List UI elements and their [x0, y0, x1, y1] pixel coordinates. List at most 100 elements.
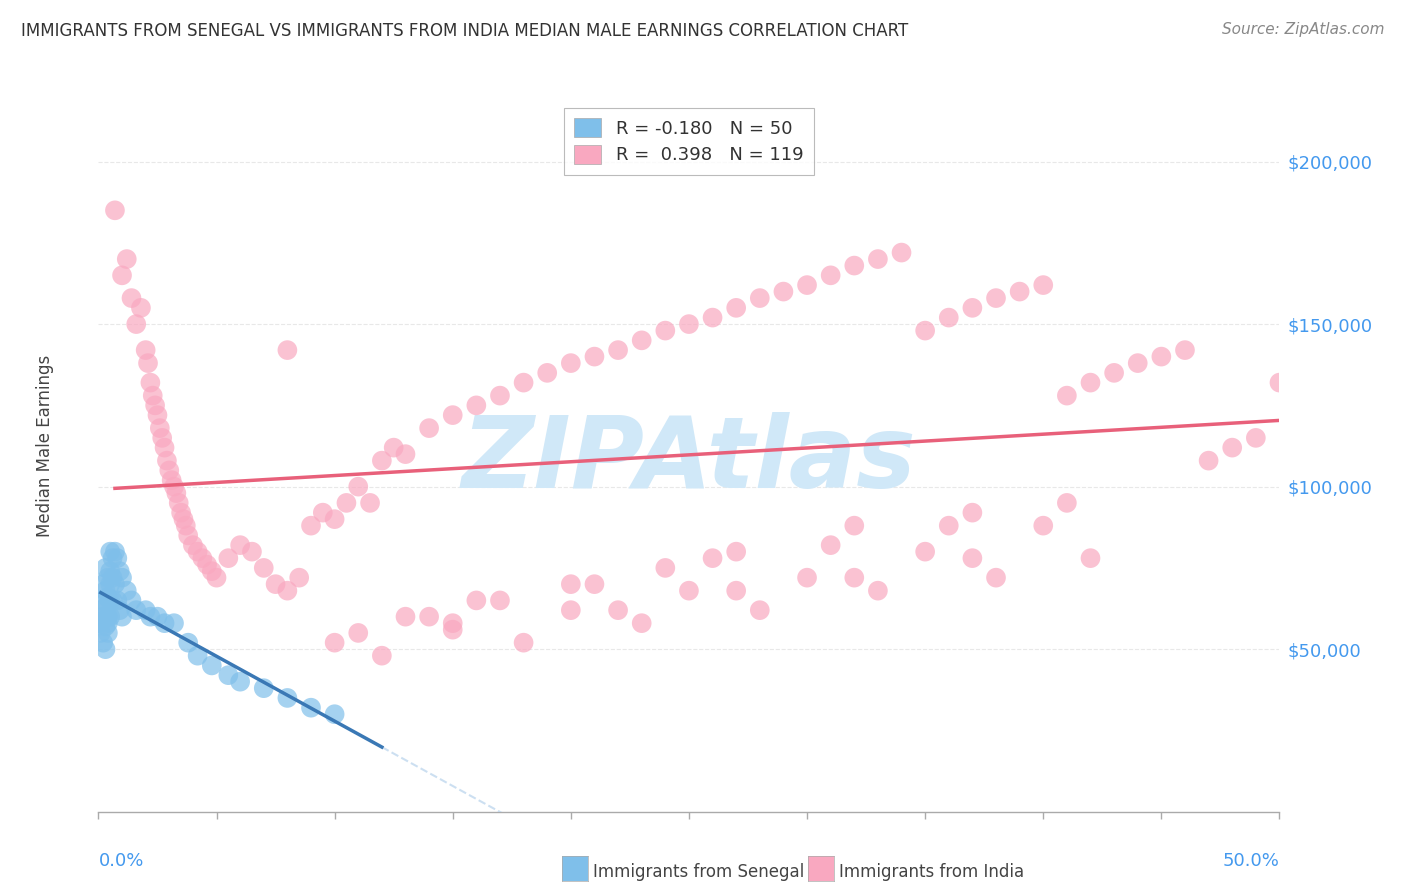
Point — [725, 583, 748, 598]
Point — [1220, 441, 1243, 455]
Point — [142, 389, 165, 403]
Point — [820, 268, 842, 283]
Point — [1198, 453, 1220, 467]
Point — [465, 398, 488, 412]
Point — [914, 544, 936, 558]
Point — [1102, 366, 1125, 380]
Point — [371, 453, 394, 467]
Point — [335, 496, 357, 510]
Point — [418, 609, 440, 624]
Point — [165, 486, 187, 500]
Point — [702, 310, 724, 325]
Point — [91, 593, 114, 607]
Point — [938, 310, 960, 325]
Point — [984, 291, 1007, 305]
Point — [201, 658, 224, 673]
Point — [312, 506, 335, 520]
Point — [1126, 356, 1149, 370]
Point — [1056, 389, 1078, 403]
Point — [97, 590, 120, 604]
Point — [167, 496, 190, 510]
Text: Source: ZipAtlas.com: Source: ZipAtlas.com — [1222, 22, 1385, 37]
Point — [253, 681, 276, 696]
Point — [512, 635, 534, 649]
Point — [97, 609, 120, 624]
Point — [177, 635, 200, 649]
Point — [725, 301, 748, 315]
Point — [748, 603, 770, 617]
Point — [1056, 496, 1078, 510]
Point — [146, 609, 169, 624]
Point — [170, 506, 193, 520]
Point — [143, 398, 166, 412]
Point — [382, 441, 405, 455]
Point — [1150, 350, 1173, 364]
Point — [94, 642, 117, 657]
Point — [111, 609, 134, 624]
Point — [844, 571, 866, 585]
Point — [98, 577, 121, 591]
Point — [187, 648, 209, 663]
Point — [796, 571, 818, 585]
Point — [276, 343, 298, 357]
Point — [560, 577, 582, 591]
Point — [98, 544, 121, 558]
Point — [984, 571, 1007, 585]
Point — [512, 376, 534, 390]
Point — [866, 583, 889, 598]
Point — [108, 564, 131, 578]
Point — [323, 512, 346, 526]
Point — [94, 599, 117, 614]
Point — [748, 291, 770, 305]
Point — [136, 356, 159, 370]
Point — [560, 603, 582, 617]
Point — [98, 564, 121, 578]
Point — [276, 690, 298, 705]
Point — [323, 707, 346, 722]
Point — [201, 564, 224, 578]
Point — [299, 518, 322, 533]
Point — [962, 551, 984, 566]
Point — [772, 285, 794, 299]
Point — [101, 593, 124, 607]
Text: IMMIGRANTS FROM SENEGAL VS IMMIGRANTS FROM INDIA MEDIAN MALE EARNINGS CORRELATIO: IMMIGRANTS FROM SENEGAL VS IMMIGRANTS FR… — [21, 22, 908, 40]
Point — [441, 623, 464, 637]
Point — [844, 518, 866, 533]
Point — [288, 571, 311, 585]
Point — [101, 551, 124, 566]
Point — [583, 577, 606, 591]
Text: 50.0%: 50.0% — [1223, 852, 1279, 870]
Point — [229, 538, 252, 552]
Point — [156, 453, 179, 467]
Point — [678, 583, 700, 598]
Point — [938, 518, 960, 533]
Point — [160, 473, 183, 487]
Point — [90, 603, 112, 617]
Point — [91, 635, 114, 649]
Point — [153, 616, 176, 631]
Point — [139, 609, 162, 624]
Point — [90, 616, 112, 631]
Point — [607, 343, 630, 357]
Point — [98, 593, 121, 607]
Point — [181, 538, 204, 552]
Point — [146, 408, 169, 422]
Point — [1008, 285, 1031, 299]
Point — [101, 571, 124, 585]
Point — [914, 324, 936, 338]
Text: Immigrants from Senegal: Immigrants from Senegal — [593, 863, 804, 881]
Point — [115, 252, 138, 266]
Point — [702, 551, 724, 566]
Point — [962, 301, 984, 315]
Point — [205, 571, 228, 585]
Point — [264, 577, 287, 591]
Point — [418, 421, 440, 435]
Point — [276, 583, 298, 598]
Point — [163, 480, 186, 494]
Point — [890, 245, 912, 260]
Point — [105, 551, 128, 566]
Point — [108, 603, 131, 617]
Legend: R = -0.180   N = 50, R =  0.398   N = 119: R = -0.180 N = 50, R = 0.398 N = 119 — [564, 108, 814, 175]
Point — [583, 350, 606, 364]
Point — [172, 512, 194, 526]
